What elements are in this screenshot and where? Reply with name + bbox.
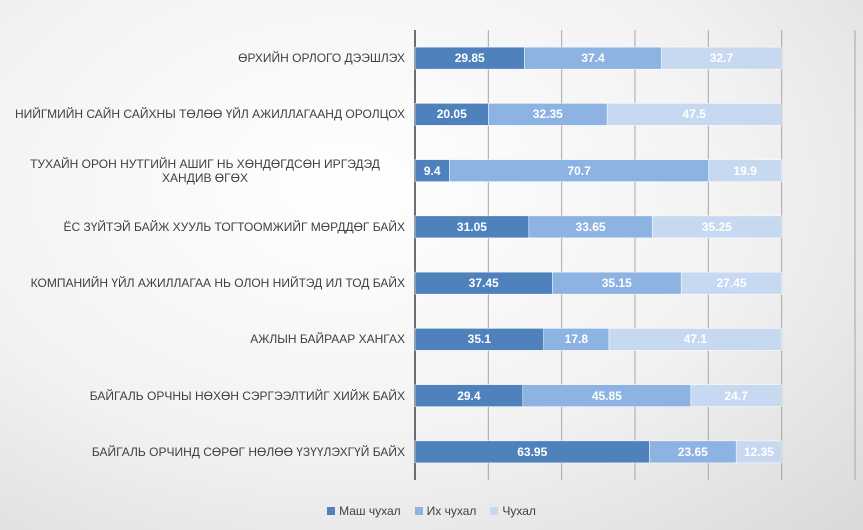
- category-text: БАЙГАЛЬ ОРЧНЫ НӨХӨН СЭРГЭЭЛТИЙГ ХИЙЖ БАЙ…: [89, 388, 405, 403]
- category-text: ӨРХИЙН ОРЛОГО ДЭЭШЛЭХ: [238, 51, 405, 66]
- data-label: 32.35: [532, 107, 563, 122]
- legend-item: Чухал: [490, 504, 536, 518]
- data-label: 47.1: [683, 332, 707, 347]
- data-label: 37.4: [581, 51, 605, 66]
- category-label: БАЙГАЛЬ ОРЧИНД СӨРӨГ НӨЛӨӨ ҮЗҮҮЛЭХГҮЙ БА…: [5, 432, 405, 472]
- data-label: 70.7: [567, 163, 591, 178]
- bar-segment: [661, 46, 782, 70]
- legend: Маш чухал Их чухал Чухал: [0, 504, 863, 518]
- category-label: КОМПАНИЙН ҮЙЛ АЖИЛЛАГАА НЬ ОЛОН НИЙТЭД И…: [5, 263, 405, 303]
- data-label: 23.65: [677, 444, 708, 459]
- legend-label: Маш чухал: [339, 504, 401, 518]
- data-label: 9.4: [423, 163, 441, 178]
- category-text: ЁС ЗҮЙТЭЙ БАЙЖ ХУУЛЬ ТОГТООМЖИЙГ МӨРДДӨГ…: [63, 219, 406, 234]
- data-label: 19.9: [733, 163, 757, 178]
- category-label: НИЙГМИЙН САЙН САЙХНЫ ТӨЛӨӨ ҮЙЛ АЖИЛЛАГАА…: [5, 94, 405, 134]
- bar-segment: [608, 328, 782, 351]
- legend-label: Чухал: [502, 504, 536, 518]
- category-label: ЁС ЗҮЙТЭЙ БАЙЖ ХУУЛЬ ТОГТООМЖИЙГ МӨРДДӨГ…: [5, 207, 406, 247]
- data-label: 27.45: [716, 276, 747, 291]
- data-label: 12.35: [743, 444, 774, 459]
- legend-item: Маш чухал: [327, 504, 401, 518]
- data-label: 17.8: [564, 332, 589, 347]
- bar-segment: [680, 271, 783, 295]
- legend-swatch: [327, 507, 336, 515]
- bar-segment: [606, 103, 782, 126]
- category-label: АЖЛЫН БАЙРААР ХАНГАХ: [5, 319, 405, 359]
- data-label: 35.25: [701, 219, 732, 234]
- category-text: БАЙГАЛЬ ОРЧИНД СӨРӨГ НӨЛӨӨ ҮЗҮҮЛЭХГҮЙ БА…: [91, 444, 405, 459]
- legend-swatch: [490, 507, 499, 515]
- data-label: 35.15: [601, 276, 632, 291]
- category-label: БАЙГАЛЬ ОРЧНЫ НӨХӨН СЭРГЭЭЛТИЙГ ХИЙЖ БАЙ…: [5, 376, 405, 416]
- data-label: 37.45: [468, 276, 499, 291]
- data-label: 63.95: [517, 444, 548, 459]
- category-text: АЖЛЫН БАЙРААР ХАНГАХ: [250, 332, 405, 347]
- category-text: КОМПАНИЙН ҮЙЛ АЖИЛЛАГАА НЬ ОЛОН НИЙТЭД И…: [30, 276, 405, 291]
- data-label: 29.4: [457, 388, 481, 403]
- legend-swatch: [414, 507, 423, 515]
- legend-item: Их чухал: [414, 504, 477, 518]
- data-label: 47.5: [682, 107, 706, 122]
- category-label: ТУХАЙН ОРОН НУТГИЙН АШИГ НЬ ХӨНДӨГДСӨН И…: [5, 151, 405, 191]
- bar-segment: [690, 384, 782, 407]
- data-label: 31.05: [456, 219, 487, 234]
- data-label: 20.05: [436, 107, 467, 122]
- bar-segment: [708, 159, 782, 182]
- category-label: ӨРХИЙН ОРЛОГО ДЭЭШЛЭХ: [5, 38, 405, 78]
- data-label: 29.85: [454, 51, 485, 66]
- category-text: НИЙГМИЙН САЙН САЙХНЫ ТӨЛӨӨ ҮЙЛ АЖИЛЛАГАА…: [15, 107, 405, 122]
- data-label: 45.85: [591, 388, 622, 403]
- bar-segment: [735, 440, 782, 464]
- category-text: ТУХАЙН ОРОН НУТГИЙН АШИГ НЬ ХӨНДӨГДСӨН И…: [30, 156, 380, 185]
- legend-label: Их чухал: [426, 504, 477, 518]
- data-label: 24.7: [724, 388, 748, 403]
- bar-segment: [651, 215, 782, 239]
- data-label: 33.65: [575, 219, 606, 234]
- data-label: 32.7: [709, 51, 734, 66]
- data-label: 35.1: [467, 332, 492, 347]
